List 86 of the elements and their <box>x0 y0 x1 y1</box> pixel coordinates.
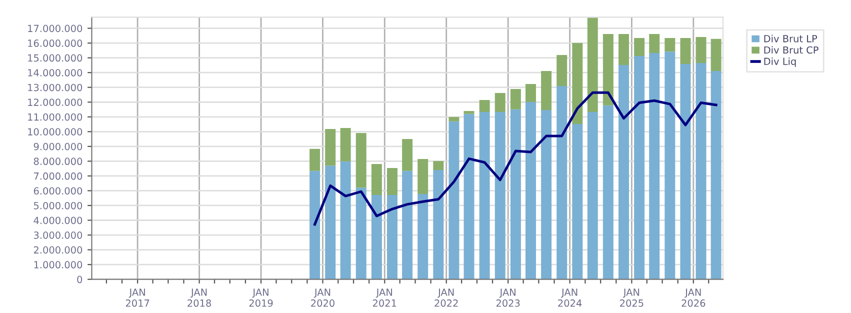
bar <box>587 18 598 112</box>
y-tick-label: 15.000.000 <box>28 54 82 62</box>
y-tick-label: 1.000.000 <box>34 261 82 268</box>
legend-label: Div Brut CP <box>764 46 818 54</box>
bar <box>402 139 413 171</box>
bar <box>433 161 444 170</box>
x-tick-label: JAN 2023 <box>496 288 520 307</box>
bar <box>649 34 660 53</box>
bar <box>618 65 629 280</box>
bar <box>386 195 398 280</box>
bar <box>356 188 366 280</box>
bar <box>556 55 568 86</box>
x-tick-label: JAN 2022 <box>434 288 458 307</box>
bar <box>386 168 398 196</box>
y-tick-label: 5.000.000 <box>34 202 82 210</box>
bar <box>664 52 676 280</box>
bar <box>325 166 336 280</box>
y-tick-label: 8.000.000 <box>34 158 82 166</box>
x-tick-label: JAN 2025 <box>620 288 644 307</box>
bar <box>680 64 691 280</box>
bar <box>634 38 645 56</box>
y-tick-label: 3.000.000 <box>34 232 82 239</box>
bar <box>371 164 382 196</box>
bar <box>587 112 598 280</box>
bar <box>371 195 382 280</box>
legend-label: Div Brut LP <box>764 34 818 42</box>
bar <box>696 62 706 280</box>
bar <box>525 102 536 280</box>
bar <box>325 129 336 166</box>
bar <box>494 92 506 112</box>
bar <box>340 161 351 280</box>
x-tick-label: JAN 2024 <box>558 288 582 307</box>
y-tick-label: 12.000.000 <box>28 98 82 106</box>
bar <box>525 84 536 102</box>
y-tick-label: 4.000.000 <box>34 216 82 224</box>
bar <box>649 52 660 280</box>
bar <box>310 148 320 171</box>
bar <box>510 109 521 280</box>
bar <box>680 38 691 64</box>
bar <box>541 70 552 110</box>
bar <box>710 70 722 280</box>
y-tick-label: 17.000.000 <box>28 24 82 32</box>
bar <box>510 88 521 110</box>
y-tick-label: 13.000.000 <box>28 84 82 92</box>
bar <box>464 114 474 280</box>
bar <box>541 110 552 280</box>
bar <box>448 121 460 280</box>
bar <box>418 158 428 194</box>
bar <box>464 110 474 114</box>
y-tick-label: 6.000.000 <box>34 187 82 195</box>
legend-label: Div Liq <box>764 58 796 67</box>
bar <box>664 38 676 52</box>
bar <box>618 34 629 66</box>
bar <box>572 124 583 280</box>
x-tick-label: JAN 2021 <box>372 288 396 307</box>
x-tick-label: JAN 2018 <box>188 288 211 307</box>
bar <box>479 112 490 280</box>
bar <box>310 170 320 280</box>
x-tick-label: JAN 2017 <box>126 288 150 307</box>
y-tick-label: 16.000.000 <box>28 40 82 47</box>
bar <box>402 170 413 280</box>
bar <box>340 128 351 162</box>
x-tick-label: JAN 2019 <box>249 288 273 307</box>
line-series <box>314 91 718 226</box>
bar <box>433 170 444 280</box>
y-tick-label: 7.000.000 <box>34 172 82 180</box>
y-tick-label: 2.000.000 <box>34 246 82 254</box>
x-tick-label: JAN 2026 <box>682 288 706 307</box>
bar <box>634 56 645 280</box>
bar <box>356 132 366 188</box>
y-tick-label: 11.000.000 <box>28 113 82 121</box>
bar <box>494 112 506 280</box>
bar <box>479 100 490 112</box>
bar <box>572 43 583 124</box>
bar <box>710 38 722 71</box>
bar <box>448 117 460 122</box>
bar <box>556 86 568 280</box>
x-tick-label: JAN 2020 <box>311 288 334 307</box>
y-tick-label: 10.000.000 <box>28 128 82 136</box>
bar <box>602 34 614 106</box>
bar <box>418 194 428 280</box>
y-tick-label: 9.000.000 <box>34 142 82 150</box>
bar <box>696 37 706 63</box>
y-tick-label: 14.000.000 <box>28 69 82 76</box>
bar <box>602 105 614 280</box>
y-tick-label: 0 <box>77 276 82 284</box>
